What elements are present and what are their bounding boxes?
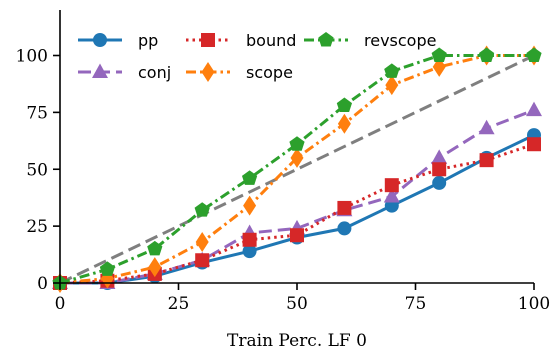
data-point-scope	[148, 257, 162, 278]
x-tick-label: 0	[55, 294, 66, 314]
data-point-bound	[242, 232, 257, 247]
data-point-pp	[432, 175, 447, 190]
legend-marker-scope	[201, 62, 215, 82]
data-point-pp	[337, 221, 352, 236]
legend: pp conj bound scope revscope	[78, 31, 436, 82]
data-point-conj	[526, 101, 542, 117]
series-line-bound	[59, 142, 535, 285]
legend-label-scope: scope	[246, 63, 293, 82]
y-tick-label: 100	[16, 47, 48, 67]
y-ticks: 0 25 50 75 100	[16, 47, 60, 294]
legend-item-pp: pp	[78, 31, 158, 50]
y-tick-label: 75	[26, 103, 48, 123]
data-point-revscope	[241, 170, 258, 185]
data-point-bound	[527, 137, 541, 152]
x-tick-label: 100	[518, 294, 550, 314]
data-point-revscope	[99, 261, 116, 276]
data-point-bound	[384, 178, 399, 193]
reference-diagonal-line	[59, 54, 535, 285]
data-point-bound	[337, 200, 352, 215]
series-line-revscope	[59, 54, 534, 285]
legend-marker-bound	[201, 33, 215, 47]
data-point-revscope	[478, 47, 495, 62]
legend-item-scope: scope	[186, 62, 293, 82]
plot-area	[52, 45, 542, 293]
data-point-conj	[383, 188, 400, 203]
data-point-scope	[290, 147, 304, 168]
data-point-bound	[479, 153, 494, 168]
data-point-pp	[242, 244, 257, 259]
data-point-revscope	[336, 97, 353, 113]
legend-label-bound: bound	[246, 31, 296, 50]
legend-item-revscope: revscope	[304, 31, 436, 50]
x-tick-label: 50	[286, 294, 308, 314]
data-point-bound	[432, 162, 447, 177]
data-point-revscope	[526, 47, 542, 62]
data-point-bound	[195, 253, 210, 268]
y-tick-label: 0	[37, 274, 48, 294]
x-tick-label: 75	[405, 294, 427, 314]
data-point-scope	[195, 232, 209, 253]
y-tick-label: 50	[26, 160, 48, 180]
x-axis-title: Train Perc. LF 0	[227, 331, 367, 351]
data-point-scope	[337, 113, 351, 134]
legend-marker-conj	[92, 63, 108, 78]
data-point-revscope	[147, 240, 163, 256]
data-point-revscope	[384, 63, 400, 78]
data-point-scope	[385, 75, 399, 96]
data-point-revscope	[289, 136, 305, 151]
legend-marker-pp	[93, 33, 107, 47]
legend-label-conj: conj	[138, 63, 171, 82]
legend-label-pp: pp	[138, 31, 158, 50]
data-point-bound	[290, 228, 304, 243]
legend-item-conj: conj	[78, 63, 171, 82]
series-revscope	[52, 47, 542, 290]
data-point-conj	[478, 119, 495, 135]
data-point-revscope	[194, 202, 210, 217]
data-point-scope	[243, 195, 257, 216]
data-point-conj	[431, 149, 448, 164]
data-point-revscope	[431, 47, 447, 62]
x-ticks: 0 25 50 75 100	[55, 283, 550, 314]
legend-item-bound: bound	[186, 31, 296, 50]
legend-marker-revscope	[318, 32, 334, 47]
y-tick-label: 25	[26, 217, 48, 237]
legend-label-revscope: revscope	[364, 31, 436, 50]
series-line-conj	[60, 108, 535, 285]
x-tick-label: 25	[168, 294, 190, 314]
